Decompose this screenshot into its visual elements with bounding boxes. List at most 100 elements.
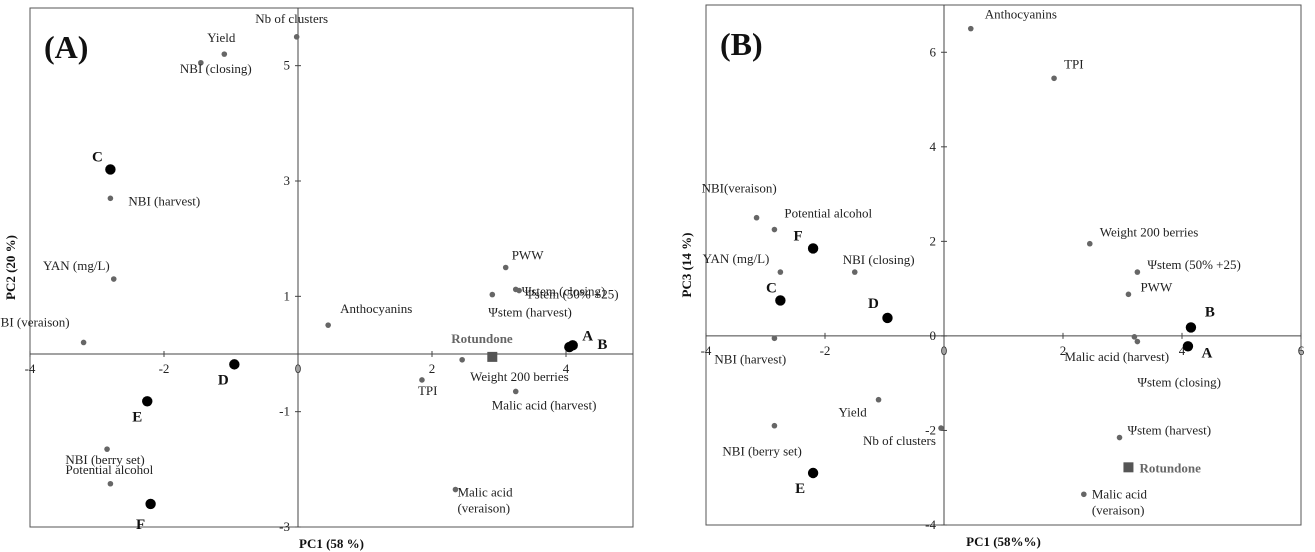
variable-label-line: Ψstem (harvest) <box>488 305 572 320</box>
variable-label: PWW <box>1140 279 1173 294</box>
variable-label: Nb of clusters <box>863 433 936 448</box>
observation-point <box>142 396 153 407</box>
variable-label-line: TPI <box>1064 56 1084 71</box>
y-tick-label: 3 <box>284 173 291 188</box>
variable-label-line: Potential alcohol <box>66 462 154 477</box>
variable-label-line: Ψstem (50% +25) <box>1147 257 1240 272</box>
y-tick-label: 1 <box>284 288 291 303</box>
x-tick-label: 0 <box>295 361 302 376</box>
variable-label: PWW <box>512 248 545 263</box>
x-tick-label: 4 <box>563 361 570 376</box>
variable-point <box>771 422 778 429</box>
x-tick-label: 2 <box>429 361 436 376</box>
observation-label: D <box>218 372 229 388</box>
variable-label-line: Ψstem (harvest) <box>1128 423 1212 438</box>
variable-label-line: NBI (berry set) <box>722 444 801 459</box>
variable-label: Anthocyanins <box>985 7 1057 22</box>
variable-label-line: PWW <box>1140 279 1173 294</box>
variable-label: Weight 200 berries <box>1100 225 1199 240</box>
variable-point <box>502 264 509 271</box>
observation-label: E <box>132 409 142 425</box>
variable-point <box>1134 269 1141 275</box>
variable-label-line: Anthocyanins <box>340 301 412 316</box>
variable-label: NBI (harvest) <box>714 351 786 366</box>
observation-label: C <box>766 280 777 296</box>
variable-label-line: Weight 200 berries <box>1100 225 1199 240</box>
observation-point <box>145 498 156 510</box>
variable-label: NBI(veraison) <box>702 181 777 196</box>
variable-point <box>80 339 87 346</box>
variable-label: NBI (closing) <box>843 252 915 267</box>
x-axis-title: PC1 (58%%) <box>966 534 1041 549</box>
observation-label: B <box>1205 304 1215 320</box>
variable-point <box>110 276 117 282</box>
variable-point <box>1116 434 1123 441</box>
plot-frame <box>705 4 1302 526</box>
y-tick-label: 0 <box>930 328 937 343</box>
y-axis-title: PC3 (14 %) <box>679 233 694 298</box>
panel-tag: (B) <box>720 26 763 62</box>
variable-point <box>198 59 204 66</box>
y-tick-label: -2 <box>925 422 936 437</box>
y-tick-label: -3 <box>279 519 290 534</box>
panel-b: -4 -2 0 2 4 6 -4 -2 0 2 4 6 (B) PC1 (58%%) PC3 (14 %) A… <box>679 4 1305 549</box>
observation-point <box>1185 322 1197 333</box>
variable-label: Malic acid (harvest) <box>1064 349 1169 364</box>
variable-point <box>419 377 425 383</box>
variable-label: NBI (closing) <box>180 61 252 76</box>
variable-label: Ψstem (closing) <box>522 283 606 298</box>
variable-point <box>851 269 858 275</box>
observation-label: F <box>136 517 145 533</box>
supplementary-point <box>1123 462 1134 473</box>
variable-point <box>771 335 778 342</box>
y-tick-label: 2 <box>930 233 937 248</box>
y-tick-label: -1 <box>279 404 290 419</box>
x-tick-label: -2 <box>159 361 170 376</box>
observation-label: D <box>868 296 879 312</box>
variable-point <box>452 486 459 493</box>
x-tick-label: 2 <box>1060 343 1067 358</box>
variable-label: NBI (berry set) <box>65 452 144 467</box>
observation-label: A <box>582 328 593 344</box>
variable-label-line: Yield <box>839 405 868 420</box>
observation-point <box>882 312 893 324</box>
variable-label: Ψstem (harvest) <box>1128 423 1212 438</box>
observation-label: B <box>597 337 607 353</box>
variable-label-line: NBI (closing) <box>180 61 252 76</box>
variable-label: Ψstem (harvest) <box>488 305 572 320</box>
panel-tag: (A) <box>44 29 88 65</box>
variable-point <box>293 34 300 40</box>
variable-point <box>107 195 114 202</box>
variable-label-line: Yield <box>207 30 236 45</box>
x-tick-label: -4 <box>25 361 36 376</box>
y-axis-title: PC2 (20 %) <box>3 235 18 300</box>
variable-label-line: YAN (mg/L) <box>703 251 770 266</box>
variable-label-line: Malic acid (harvest) <box>492 397 597 412</box>
variable-label-line: Weight 200 berries <box>470 369 569 384</box>
variable-point <box>753 214 760 221</box>
panel-a: -4 -2 0 2 4 -3 -1 1 3 5 (A) PC1 (58 %) PC2 (20 %) Nb … <box>0 7 634 551</box>
variable-label: Yield <box>839 405 868 420</box>
variable-label-line: Anthocyanins <box>985 7 1057 22</box>
variable-point <box>1051 75 1057 82</box>
y-tick-label: -4 <box>925 517 936 532</box>
y-tick-label: 6 <box>930 44 937 59</box>
variable-label: YAN (mg/L) <box>43 258 110 273</box>
x-tick-label: 6 <box>1298 343 1305 358</box>
variable-label: Weight 200 berries <box>470 369 569 384</box>
variable-label: Anthocyanins <box>340 301 412 316</box>
variable-label: YAN (mg/L) <box>703 251 770 266</box>
variable-point <box>325 322 331 328</box>
variable-label-line: Nb of clusters <box>863 433 936 448</box>
variable-label-line: Ψstem (closing) <box>522 283 606 298</box>
variable-label: Malic acid (harvest) <box>492 397 597 412</box>
x-axis-title: PC1 (58 %) <box>299 536 364 551</box>
observation-point <box>807 467 819 479</box>
variable-label: NBI (harvest) <box>128 193 200 208</box>
variable-point <box>512 388 519 395</box>
variable-point <box>1125 291 1132 298</box>
variable-point <box>771 226 778 233</box>
variable-label: Nb of clusters <box>255 11 328 26</box>
variable-label: Yield <box>207 30 236 45</box>
